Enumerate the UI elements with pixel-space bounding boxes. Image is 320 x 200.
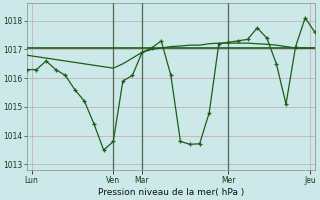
X-axis label: Pression niveau de la mer( hPa ): Pression niveau de la mer( hPa ) [98, 188, 244, 197]
